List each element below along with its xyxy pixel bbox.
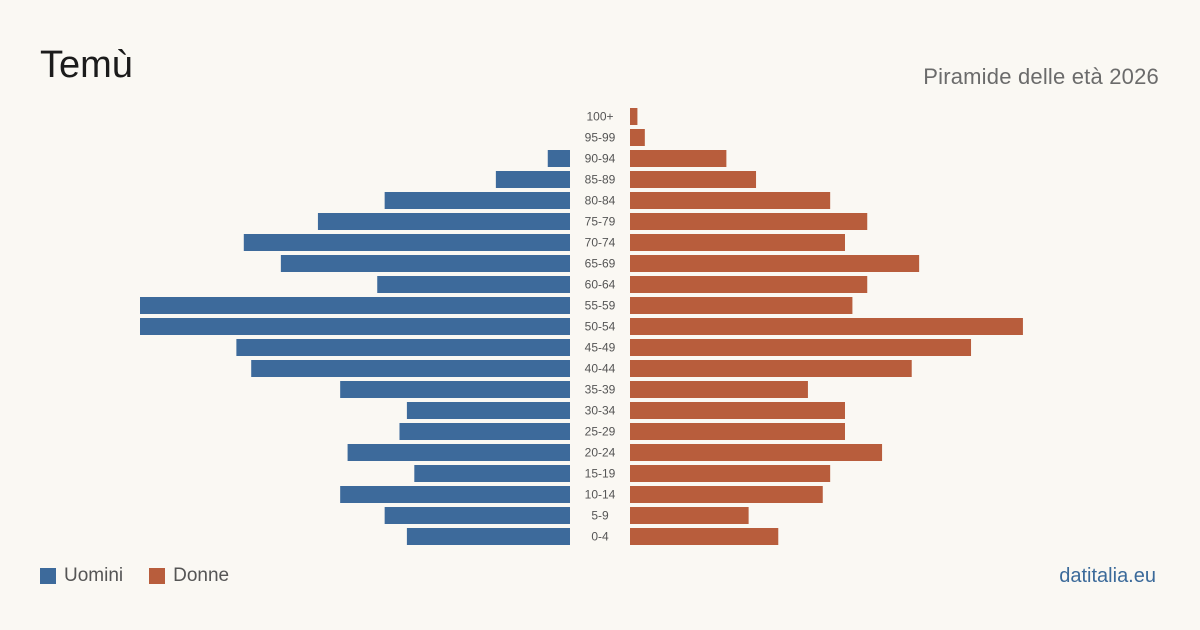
bar-women-60-64 xyxy=(630,276,868,293)
bar-women-35-39 xyxy=(630,381,808,398)
age-label-85-89: 85-89 xyxy=(585,173,616,187)
bar-men-65-69 xyxy=(280,255,570,272)
bar-men-10-14 xyxy=(340,486,570,503)
bar-women-95-99 xyxy=(630,129,645,146)
bar-men-60-64 xyxy=(377,276,570,293)
legend-item-men: Uomini xyxy=(40,565,123,587)
chart-legend: Uomini Donne xyxy=(40,565,229,587)
bar-men-15-19 xyxy=(414,465,570,482)
bar-women-30-34 xyxy=(630,402,845,419)
bar-women-85-89 xyxy=(630,171,757,188)
chart-subtitle: Piramide delle età 2026 xyxy=(923,64,1159,89)
legend-swatch-women xyxy=(149,568,166,584)
chart-title: Temù xyxy=(40,44,133,86)
bar-men-80-84 xyxy=(384,192,570,209)
bar-men-40-44 xyxy=(251,360,570,377)
legend-item-women: Donne xyxy=(149,565,229,587)
age-label-30-34: 30-34 xyxy=(585,404,616,418)
age-label-70-74: 70-74 xyxy=(585,236,616,250)
bar-men-0-4 xyxy=(406,528,570,545)
legend-label-women: Donne xyxy=(173,565,230,586)
age-label-90-94: 90-94 xyxy=(585,152,616,166)
bar-men-85-89 xyxy=(495,171,570,188)
bar-women-100plus xyxy=(630,108,638,125)
age-label-35-39: 35-39 xyxy=(585,383,616,397)
bar-women-40-44 xyxy=(630,360,912,377)
bar-women-25-29 xyxy=(630,423,845,440)
bar-women-80-84 xyxy=(630,192,831,209)
bar-men-5-9 xyxy=(384,507,570,524)
bar-women-90-94 xyxy=(630,150,727,167)
bar-women-45-49 xyxy=(630,339,972,356)
bar-men-45-49 xyxy=(236,339,570,356)
age-label-45-49: 45-49 xyxy=(585,341,616,355)
age-label-95-99: 95-99 xyxy=(585,131,616,145)
bar-women-20-24 xyxy=(630,444,883,461)
age-label-5-9: 5-9 xyxy=(591,509,609,523)
bar-men-20-24 xyxy=(347,444,570,461)
age-label-65-69: 65-69 xyxy=(585,257,616,271)
bar-men-30-34 xyxy=(406,402,570,419)
age-label-40-44: 40-44 xyxy=(585,362,616,376)
age-label-55-59: 55-59 xyxy=(585,299,616,313)
bar-women-15-19 xyxy=(630,465,831,482)
age-label-15-19: 15-19 xyxy=(585,467,616,481)
legend-swatch-men xyxy=(40,568,56,584)
bar-women-75-79 xyxy=(630,213,868,230)
bar-women-0-4 xyxy=(630,528,779,545)
bar-women-65-69 xyxy=(630,255,920,272)
bar-men-50-54 xyxy=(140,318,570,335)
bar-women-5-9 xyxy=(630,507,749,524)
source-link[interactable]: datitalia.eu xyxy=(1059,565,1156,587)
age-label-80-84: 80-84 xyxy=(585,194,616,208)
bar-men-55-59 xyxy=(140,297,570,314)
age-label-10-14: 10-14 xyxy=(585,488,616,502)
bar-men-35-39 xyxy=(340,381,570,398)
bar-women-55-59 xyxy=(630,297,853,314)
age-label-100plus: 100+ xyxy=(586,110,613,124)
age-label-75-79: 75-79 xyxy=(585,215,616,229)
bar-women-10-14 xyxy=(630,486,823,503)
age-label-50-54: 50-54 xyxy=(585,320,616,334)
age-label-0-4: 0-4 xyxy=(591,530,609,544)
bar-men-75-79 xyxy=(317,213,570,230)
bar-women-50-54 xyxy=(630,318,1023,335)
age-label-60-64: 60-64 xyxy=(585,278,616,292)
bar-women-70-74 xyxy=(630,234,845,251)
age-label-20-24: 20-24 xyxy=(585,446,616,460)
age-label-25-29: 25-29 xyxy=(585,425,616,439)
bar-men-90-94 xyxy=(547,150,570,167)
bar-men-70-74 xyxy=(243,234,571,251)
bar-men-25-29 xyxy=(399,423,570,440)
legend-label-men: Uomini xyxy=(64,565,124,586)
